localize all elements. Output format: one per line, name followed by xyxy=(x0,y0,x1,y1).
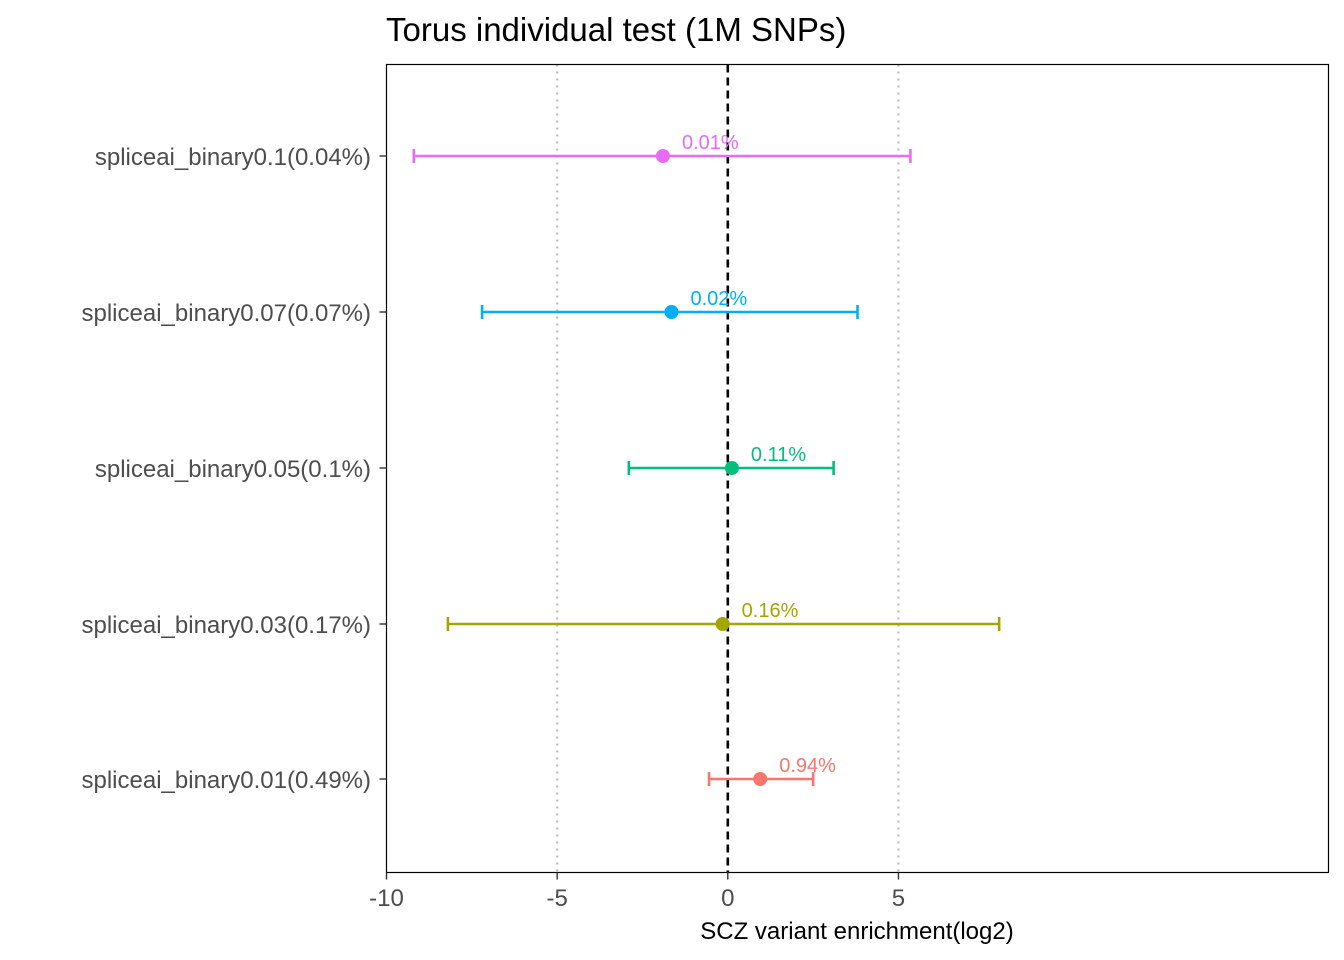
plot-background xyxy=(386,64,1329,873)
x-tick-label: -10 xyxy=(369,885,404,912)
point-label: 0.16% xyxy=(742,600,799,622)
point-label: 0.02% xyxy=(690,288,747,310)
x-tick-label: -5 xyxy=(546,885,567,912)
x-axis: -10 -5 0 5 xyxy=(369,872,905,912)
x-tick-label: 0 xyxy=(721,885,734,912)
estimate-point xyxy=(715,617,730,631)
x-axis-label: SCZ variant enrichment(log2) xyxy=(700,918,1013,945)
y-tick-label: spliceai_binary0.1(0.04%) xyxy=(95,144,371,171)
point-label: 0.11% xyxy=(751,444,806,466)
data-marks: 0.01% 0.02% 0.11% 0.16% 0.94% xyxy=(412,132,1001,786)
estimate-point xyxy=(655,149,670,163)
y-tick-label: spliceai_binary0.03(0.17%) xyxy=(82,612,372,639)
chart-title: Torus individual test (1M SNPs) xyxy=(386,11,846,48)
point-label: 0.94% xyxy=(779,755,836,777)
y-tick-label: spliceai_binary0.05(0.1%) xyxy=(95,456,371,483)
estimate-point xyxy=(664,305,679,319)
x-tick-label: 5 xyxy=(892,885,905,912)
point-label: 0.01% xyxy=(682,132,739,154)
grid-lines xyxy=(556,64,900,873)
y-axis: spliceai_binary0.1(0.04%) spliceai_binary… xyxy=(82,144,387,794)
y-tick-label: spliceai_binary0.07(0.07%) xyxy=(82,300,372,327)
estimate-point xyxy=(753,772,768,786)
y-tick-label: spliceai_binary0.01(0.49%) xyxy=(82,767,372,794)
estimate-point xyxy=(724,461,739,475)
